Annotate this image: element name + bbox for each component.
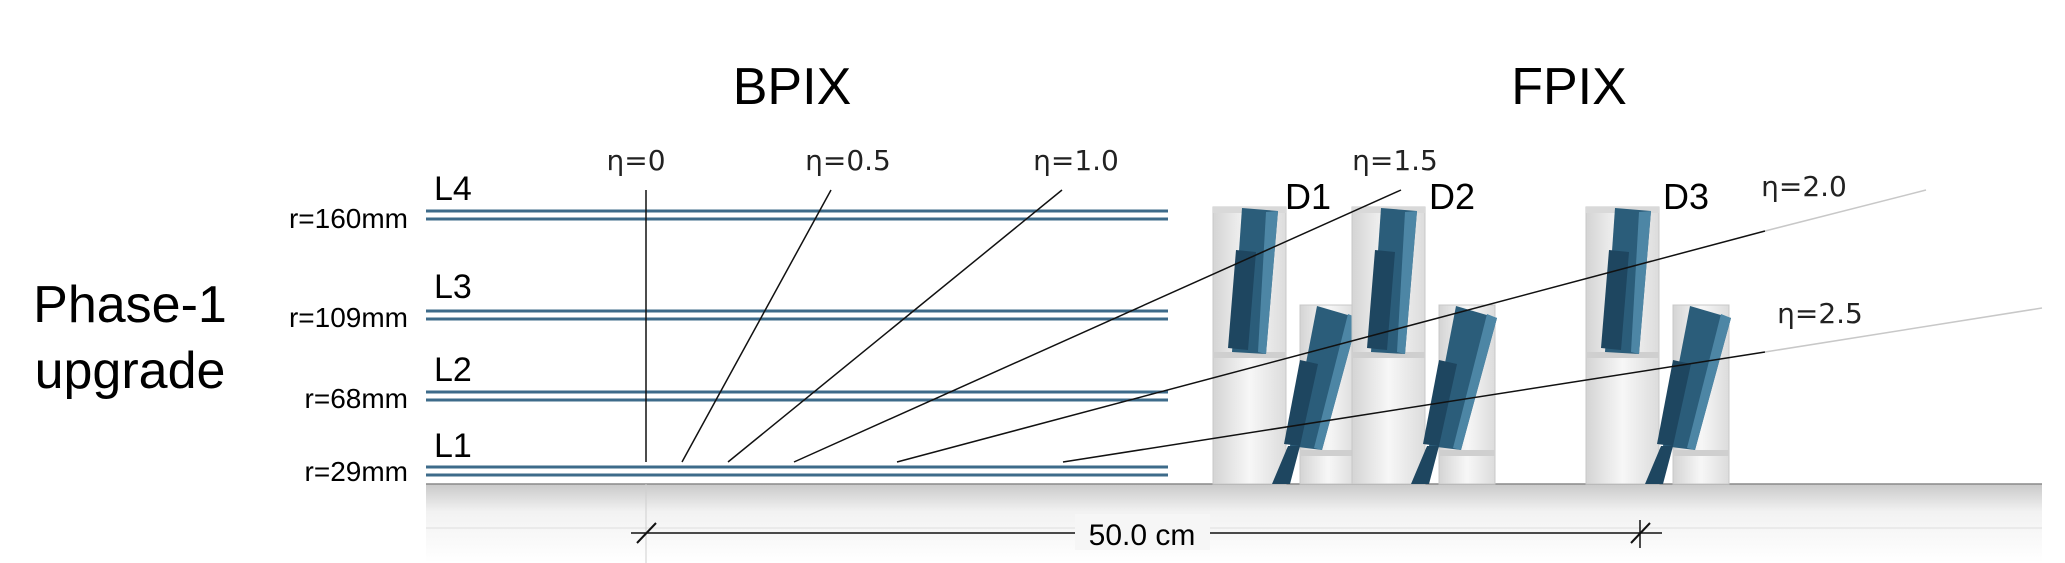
upgrade-label: upgrade	[35, 342, 226, 400]
scale-label: 50.0 cm	[1089, 519, 1196, 552]
layer-l3: L3 r=109mm	[289, 268, 1168, 333]
eta-1-0: η=1.0	[727, 144, 1119, 463]
layer-l4: L4 r=160mm	[289, 170, 1168, 234]
layer-name: L3	[434, 268, 472, 306]
disk-d1: D1	[1212, 176, 1358, 485]
eta-1-5: η=1.5	[793, 144, 1438, 463]
layer-radius: r=160mm	[289, 203, 408, 234]
eta-label: η=0	[606, 144, 665, 177]
disk-label: D3	[1663, 176, 1709, 217]
eta-label: η=1.0	[1033, 144, 1119, 177]
layer-radius: r=29mm	[305, 456, 408, 487]
layer-name: L1	[434, 427, 472, 465]
layer-radius: r=68mm	[305, 383, 408, 414]
disk-d3: D3	[1585, 176, 1731, 485]
bpix-title: BPIX	[733, 58, 852, 116]
layer-l2: L2 r=68mm	[305, 351, 1168, 414]
eta-2-5: η=2.5	[1062, 297, 2043, 463]
layer-name: L4	[434, 170, 472, 208]
phase1-label: Phase-1	[33, 276, 227, 334]
layer-radius: r=109mm	[289, 302, 408, 333]
eta-2-0: η=2.0	[896, 170, 1927, 463]
eta-lines: η=0 η=0.5 η=1.0 η=1.5 η=2.0 η=2.5	[606, 144, 2043, 463]
disk-d2: D2	[1351, 176, 1497, 485]
barrel-layers: L4 r=160mm L3 r=109mm L2 r=68mm L1 r=29m…	[289, 170, 1168, 487]
eta-label: η=1.5	[1352, 144, 1438, 177]
forward-disks: D1 D2	[1212, 176, 1731, 485]
eta-label: η=2.0	[1761, 170, 1847, 203]
eta-0-5: η=0.5	[681, 144, 891, 463]
support-base	[426, 483, 2042, 563]
eta-0: η=0	[606, 144, 666, 462]
eta-label: η=0.5	[805, 144, 891, 177]
disk-label: D1	[1285, 176, 1331, 217]
scale-bar: 50.0 cm	[631, 514, 1662, 552]
disk-label: D2	[1429, 176, 1475, 217]
layer-name: L2	[434, 351, 472, 389]
layer-l1: L1 r=29mm	[305, 427, 1168, 487]
fpix-title: FPIX	[1511, 58, 1627, 116]
eta-label: η=2.5	[1777, 297, 1863, 330]
